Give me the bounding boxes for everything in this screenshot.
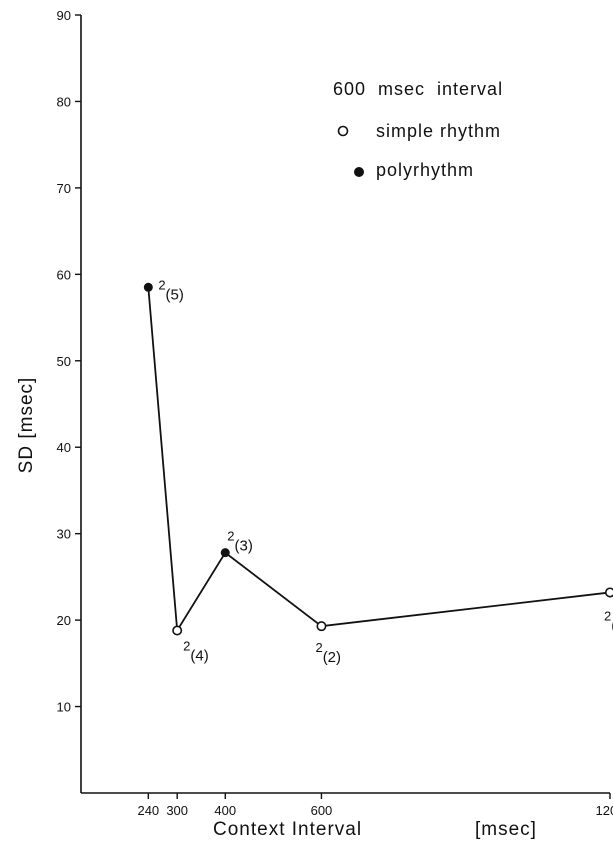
x-tick-label: 600 (311, 803, 333, 818)
y-tick-label: 40 (57, 440, 71, 455)
x-axis-label-unit: [msec] (475, 819, 537, 840)
y-tick-label: 50 (57, 354, 71, 369)
data-point-label: 2(1) (604, 608, 613, 634)
legend-marker-simple-rhythm (337, 125, 349, 137)
data-point-labels: 2(5)2(4)2(3)2(2)2(1) (158, 277, 613, 666)
y-tick-label: 70 (57, 181, 71, 196)
y-axis-title: SD [msec] (16, 377, 37, 474)
legend-label-polyrhythm: polyrhythm (376, 160, 474, 180)
x-ticks: 240 300 400 600 1200 (137, 793, 613, 818)
data-point-label: 2(5) (158, 277, 184, 303)
legend-marker-polyrhythm (354, 167, 364, 177)
x-axis-title: Context Interval [msec] (213, 819, 537, 840)
data-point-label-sub: (4) (190, 647, 208, 664)
data-point-label-main: 2 (158, 277, 165, 292)
data-point (143, 282, 153, 292)
data-point-label-sub: (5) (166, 286, 184, 303)
x-tick-label: 400 (214, 803, 236, 818)
data-point (172, 625, 183, 636)
data-point-label-main: 2 (183, 638, 190, 653)
x-axis-label-main: Context Interval (213, 819, 362, 840)
y-tick-label: 60 (57, 267, 71, 282)
data-point-label-sub: (1) (611, 617, 613, 634)
legend: 600 msec interval simple rhythm polyrhyt… (333, 79, 503, 180)
data-points (143, 282, 613, 636)
legend-title: 600 msec interval (333, 79, 503, 99)
y-tick-label: 80 (57, 94, 71, 109)
data-point-label: 2(3) (227, 529, 253, 555)
y-tick-label: 30 (57, 527, 71, 542)
data-point (220, 548, 230, 558)
x-tick-label: 300 (166, 803, 188, 818)
data-point (316, 621, 327, 632)
y-axis-label: SD [msec] (16, 377, 37, 474)
x-tick-label: 1200 (596, 803, 613, 818)
y-tick-label: 10 (57, 700, 71, 715)
legend-label-simple-rhythm: simple rhythm (376, 121, 501, 141)
series-line (147, 287, 611, 634)
data-point-label: 2(2) (315, 640, 341, 666)
x-tick-label: 240 (137, 803, 159, 818)
data-point-label-sub: (3) (235, 538, 253, 555)
data-point-label-main: 2 (315, 640, 322, 655)
y-ticks: 10 20 30 40 50 60 70 80 90 (57, 8, 81, 715)
y-tick-label: 90 (57, 8, 71, 23)
data-point-label-sub: (2) (323, 649, 341, 666)
series (147, 287, 611, 634)
data-point-label-main: 2 (604, 608, 611, 623)
y-tick-label: 20 (57, 613, 71, 628)
data-point (605, 587, 613, 598)
data-point-label-main: 2 (227, 529, 234, 544)
axes (80, 15, 610, 794)
data-point-label: 2(4) (183, 638, 209, 664)
